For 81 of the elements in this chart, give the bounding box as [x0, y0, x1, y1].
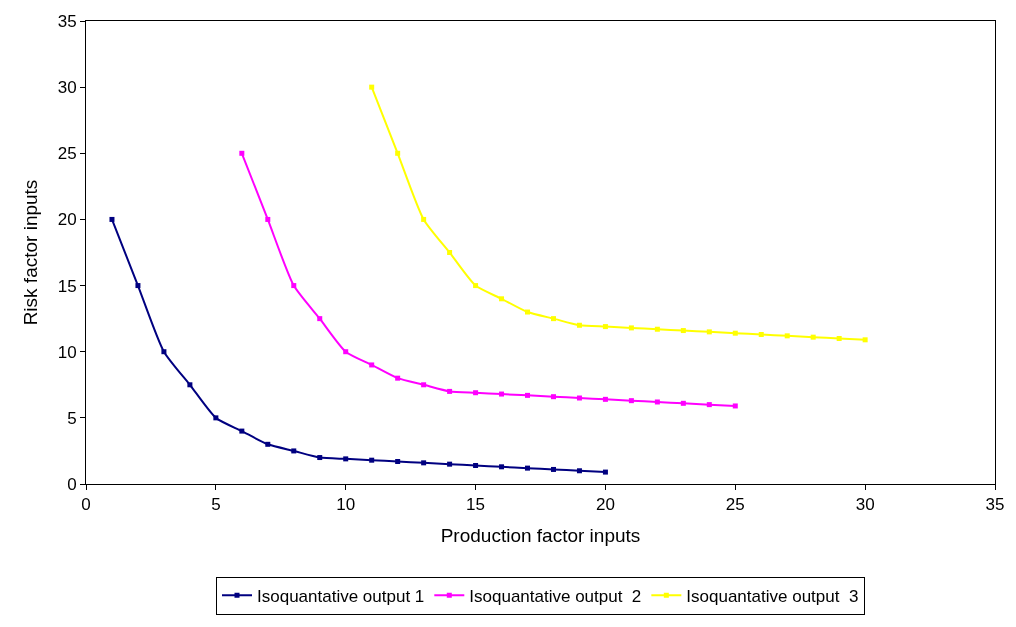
point: [135, 283, 141, 289]
point: [628, 398, 634, 404]
point: [680, 328, 686, 334]
point: [447, 461, 453, 467]
point: [576, 322, 582, 328]
x-tick-label: 25: [725, 495, 745, 515]
point: [473, 390, 479, 396]
point: [862, 337, 868, 343]
point: [525, 309, 531, 315]
y-axis-title: Risk factor inputs: [19, 179, 41, 326]
legend-label: Isoquantative output 1: [257, 586, 425, 606]
point: [213, 415, 219, 421]
point: [421, 460, 427, 466]
point: [525, 392, 531, 398]
point: [499, 391, 505, 397]
x-tick-label: 5: [211, 495, 221, 515]
point: [473, 283, 479, 289]
point: [447, 250, 453, 255]
point: [732, 403, 738, 409]
point: [343, 349, 349, 355]
point: [317, 316, 323, 322]
legend-label: Isoquantative output 3: [686, 586, 859, 606]
x-tick-label: 30: [855, 495, 875, 515]
point: [525, 465, 531, 471]
point: [576, 395, 582, 401]
point: [239, 150, 245, 156]
y-tick-label: 30: [57, 78, 77, 98]
point: [499, 296, 505, 302]
point: [499, 464, 505, 470]
point: [473, 462, 479, 468]
point: [421, 382, 427, 388]
point: [654, 399, 660, 405]
point: [395, 150, 401, 156]
y-tick-label: 5: [67, 408, 77, 428]
point: [680, 400, 686, 406]
point: [291, 448, 297, 454]
point: [602, 396, 608, 402]
point: [602, 324, 608, 330]
x-tick-label: 0: [81, 495, 91, 515]
point: [550, 466, 556, 472]
point: [706, 402, 712, 408]
point: [369, 362, 375, 368]
point: [706, 329, 712, 335]
legend-label: Isoquantative output 2: [469, 586, 642, 606]
point: [654, 326, 660, 332]
point: [447, 388, 453, 394]
point: [369, 457, 375, 463]
point: [550, 394, 556, 400]
y-tick-label: 35: [57, 11, 77, 31]
point: [758, 332, 764, 338]
x-tick-label: 35: [985, 495, 1005, 515]
point: [265, 216, 271, 222]
x-tick-label: 20: [595, 495, 615, 515]
point: [836, 335, 842, 341]
point: [576, 468, 582, 474]
point: [161, 349, 167, 355]
point: [187, 382, 193, 388]
point: [265, 441, 271, 447]
point: [239, 428, 245, 434]
point: [317, 455, 323, 461]
point: [732, 330, 738, 336]
y-tick-label: 0: [67, 474, 77, 494]
point: [291, 283, 297, 289]
point: [810, 334, 816, 340]
point: [395, 459, 401, 465]
point: [395, 375, 401, 381]
y-tick-label: 15: [57, 276, 77, 296]
x-axis-title: Production factor inputs: [440, 525, 641, 547]
point: [602, 469, 608, 475]
y-tick-label: 10: [57, 342, 77, 362]
point: [109, 216, 115, 222]
point: [628, 325, 634, 331]
point: [421, 216, 427, 222]
y-tick-label: 25: [57, 144, 77, 164]
point: [369, 84, 375, 90]
point: [550, 316, 556, 322]
x-tick-label: 15: [466, 495, 486, 515]
point: [343, 456, 349, 462]
x-tick-label: 10: [336, 495, 356, 515]
point: [784, 333, 790, 339]
y-tick-label: 20: [57, 210, 77, 230]
